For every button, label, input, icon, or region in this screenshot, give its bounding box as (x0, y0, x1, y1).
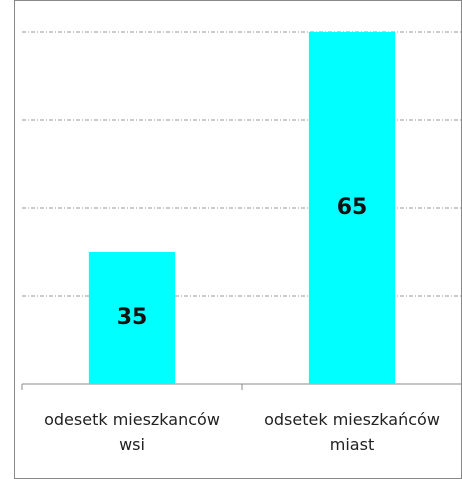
bar (308, 32, 396, 384)
value-label: 65 (337, 195, 368, 220)
x-tick-label-line: miast (330, 435, 374, 454)
x-tick-label-line: wsi (119, 435, 145, 454)
value-label: 35 (117, 305, 148, 330)
x-tick-label-line: odesetk mieszkanców (44, 410, 220, 429)
x-tick-label-line: odsetek mieszkańców (264, 410, 440, 429)
bar (88, 252, 176, 384)
x-tick-label: odsetek mieszkańców miast (264, 410, 440, 454)
x-tick-label: odesetk mieszkanców wsi (44, 410, 220, 454)
